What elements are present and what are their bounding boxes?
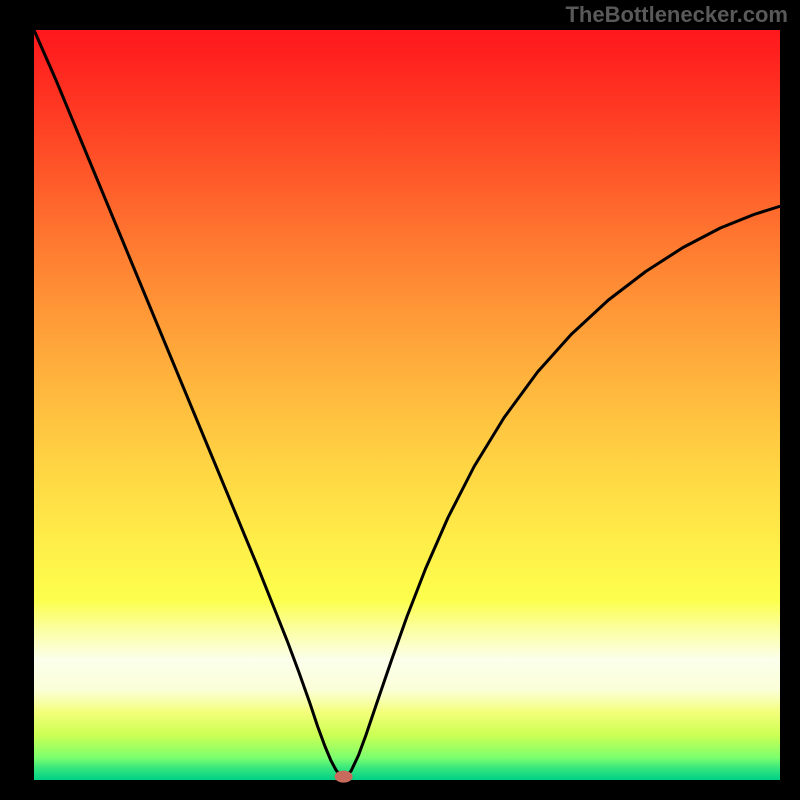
plot-background [34, 30, 780, 780]
bottleneck-chart [0, 0, 800, 800]
chart-container: TheBottlenecker.com [0, 0, 800, 800]
watermark-text: TheBottlenecker.com [565, 2, 788, 28]
optimum-marker [335, 771, 353, 783]
